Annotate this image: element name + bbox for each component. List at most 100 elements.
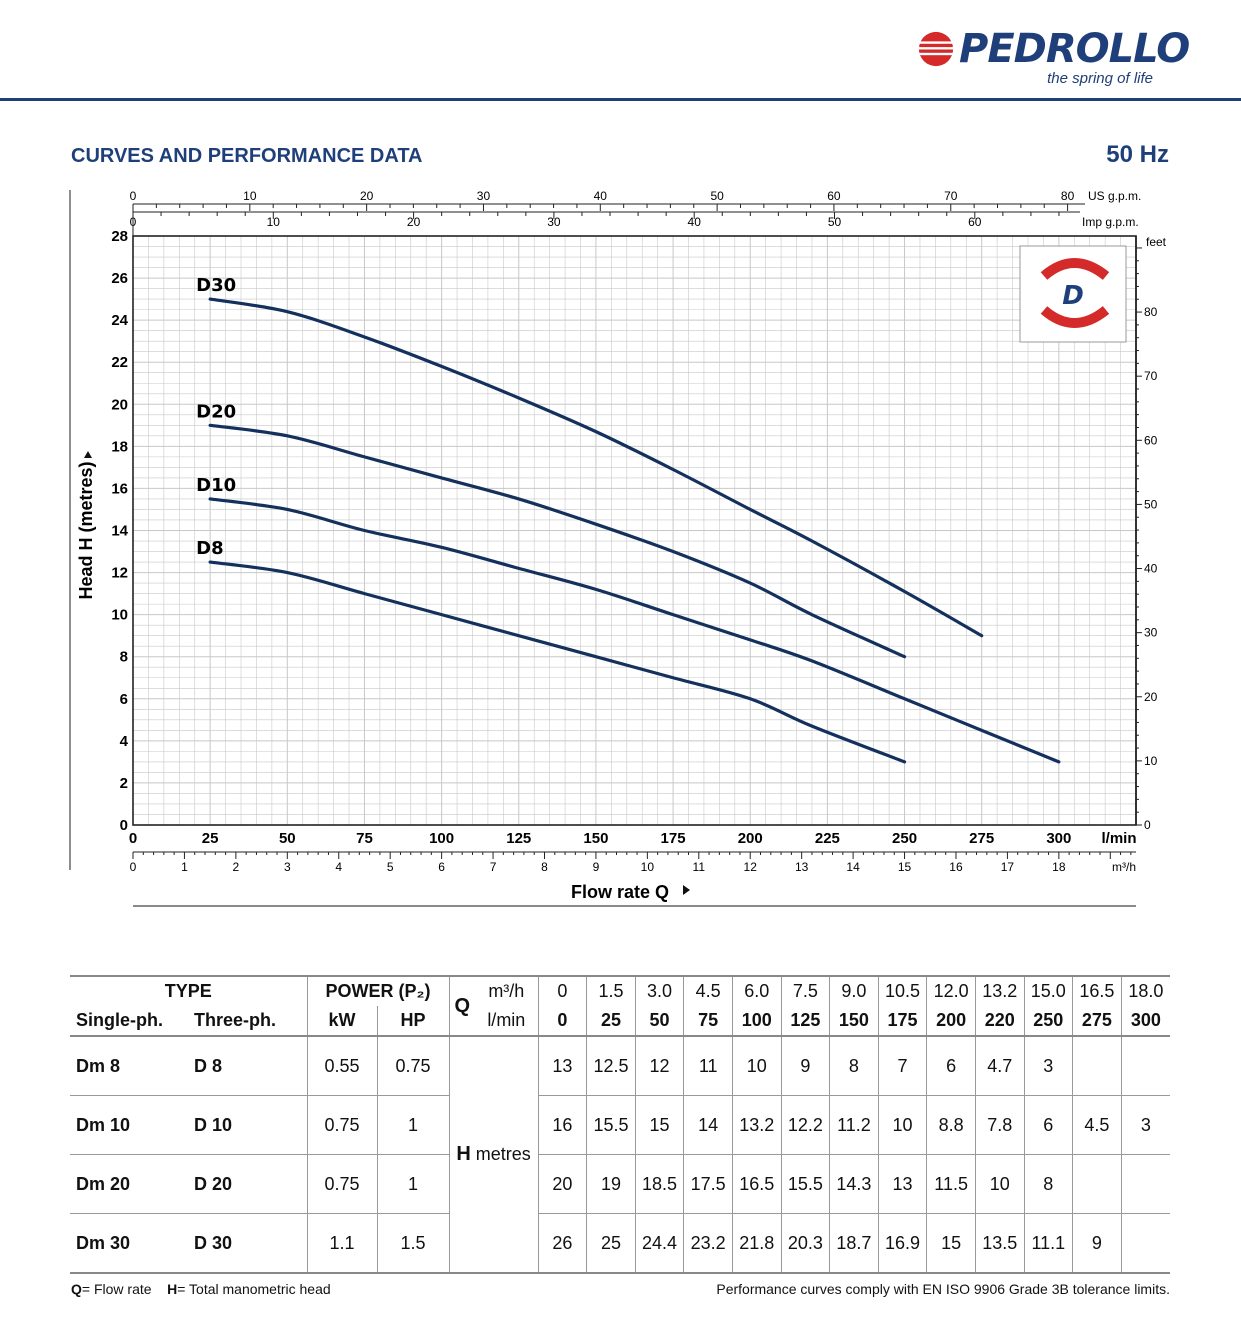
head-value: 13.5: [974, 1213, 1025, 1272]
head-value: 17.5: [683, 1154, 733, 1214]
three-ph-model: D 20: [188, 1154, 308, 1214]
hp-header: HP: [376, 1006, 450, 1036]
y-tick-label: 28: [111, 228, 128, 245]
m3h-tick-label: 13: [795, 860, 809, 874]
head-value: 10: [731, 1035, 782, 1096]
y-tick-label: 12: [111, 565, 128, 582]
imp-gpm-tick-label: 10: [267, 215, 281, 229]
single-ph-model: Dm 8: [70, 1035, 189, 1096]
m3h-value: 15.0: [1023, 975, 1073, 1006]
m3h-value: 6.0: [731, 975, 782, 1006]
head-value: [1120, 1035, 1170, 1096]
three-ph-model: D 30: [188, 1213, 308, 1272]
feet-tick-label: 40: [1144, 562, 1158, 576]
power-kw: 0.75: [306, 1154, 378, 1214]
head-value: 6: [1023, 1095, 1073, 1155]
head-key: H: [456, 1143, 471, 1165]
head-value: 6: [926, 1035, 976, 1096]
x-tick-label: 175: [661, 830, 686, 847]
m3h-tick-label: 5: [387, 860, 394, 874]
x-tick-label: 125: [506, 830, 531, 847]
head-value: [1072, 1154, 1122, 1214]
three-ph-model: D 8: [188, 1035, 308, 1096]
curve-d20: [208, 423, 907, 659]
m3h-tick-label: 18: [1052, 860, 1066, 874]
m3h-tick-label: 10: [641, 860, 655, 874]
head-value: [1120, 1154, 1170, 1214]
head-value: 12: [634, 1035, 684, 1096]
head-value: 11.5: [926, 1154, 976, 1214]
y-tick-label: 0: [120, 817, 128, 834]
head-value: 23.2: [683, 1213, 733, 1272]
brand-logo: PEDROLLO the spring of life: [917, 26, 1190, 87]
imp-gpm-tick-label: 60: [968, 215, 982, 229]
power-kw: 1.1: [306, 1213, 378, 1272]
power-kw: 0.55: [306, 1035, 378, 1096]
y-axis-arrow: [84, 451, 92, 458]
head-value: [1120, 1213, 1170, 1272]
head-value: [1072, 1035, 1122, 1096]
feet-tick-label: 10: [1144, 754, 1158, 768]
m3h-tick-label: 2: [233, 860, 240, 874]
feet-unit-label: feet: [1146, 235, 1167, 249]
x-unit-label: l/min: [1101, 830, 1136, 847]
head-value: 12.5: [586, 1035, 636, 1096]
m3h-tick-label: 8: [541, 860, 548, 874]
m3h-tick-label: 17: [1001, 860, 1015, 874]
us-gpm-tick-label: 50: [710, 189, 724, 203]
lmin-value: 220: [974, 1006, 1025, 1036]
kw-header: kW: [306, 1006, 378, 1036]
us-gpm-tick-label: 0: [130, 189, 137, 203]
single-ph-model: Dm 10: [70, 1095, 189, 1155]
m3h-tick-label: 0: [130, 860, 137, 874]
m3h-value: 18.0: [1120, 975, 1170, 1006]
pedrollo-logo-icon: [918, 31, 954, 67]
y-axis-title: Head H (metres): [76, 461, 96, 599]
badge-red-arc-icon: [1040, 258, 1110, 280]
us-gpm-tick-label: 30: [477, 189, 491, 203]
curve-d30: [208, 297, 984, 638]
brand-tagline: the spring of life: [1047, 70, 1153, 87]
y-tick-label: 26: [111, 270, 128, 287]
x-tick-label: 225: [815, 830, 840, 847]
head-unit: metres: [475, 1144, 531, 1164]
head-value: 15.5: [780, 1154, 830, 1214]
head-value: 26: [537, 1213, 587, 1272]
head-value: 11.1: [1023, 1213, 1073, 1272]
x-tick-label: 0: [129, 830, 137, 847]
m3h-tick-label: 15: [898, 860, 912, 874]
m3h-tick-label: 9: [593, 860, 600, 874]
feet-tick-label: 0: [1144, 818, 1151, 832]
m3h-value: 10.5: [877, 975, 927, 1006]
feet-tick-label: 20: [1144, 690, 1158, 704]
m3h-tick-label: 4: [335, 860, 342, 874]
m3h-value: 4.5: [683, 975, 733, 1006]
curve-d10: [208, 497, 1061, 764]
q-header: Q: [448, 975, 476, 1036]
feet-tick-label: 50: [1144, 497, 1158, 511]
x-tick-label: 100: [429, 830, 454, 847]
m3h-value: 0: [537, 975, 587, 1006]
feet-tick-label: 80: [1144, 305, 1158, 319]
footnote-q-text: = Flow rate: [81, 1281, 152, 1297]
badge-red-arc-bottom-icon: [1040, 306, 1110, 328]
imp-gpm-tick-label: 40: [688, 215, 702, 229]
performance-table: TYPE POWER (P₂) Q m³/h 0 1.5 3.0 4.5 6.0 7.5 9…: [70, 975, 1170, 1272]
m3h-value: 1.5: [586, 975, 636, 1006]
m3h-value: 16.5: [1072, 975, 1122, 1006]
table-row: Dm 20 D 20 0.75 1 20 19 18.5 17.5 16.5 15.5 14.3 13…: [70, 1154, 1170, 1214]
footnote-h-key: H: [167, 1281, 178, 1297]
curve-d8: [208, 560, 907, 764]
m3h-value: 12.0: [926, 975, 976, 1006]
lmin-value: 150: [829, 1006, 879, 1036]
curve-label-d20: D20: [196, 401, 236, 422]
m3h-tick-label: 12: [744, 860, 758, 874]
head-value: 9: [780, 1035, 830, 1096]
m3h-value: 13.2: [974, 975, 1025, 1006]
y-tick-label: 18: [111, 438, 128, 455]
head-value: 18.5: [634, 1154, 684, 1214]
footnote-h-text: = Total manometric head: [177, 1281, 331, 1297]
y-tick-label: 24: [111, 312, 128, 329]
